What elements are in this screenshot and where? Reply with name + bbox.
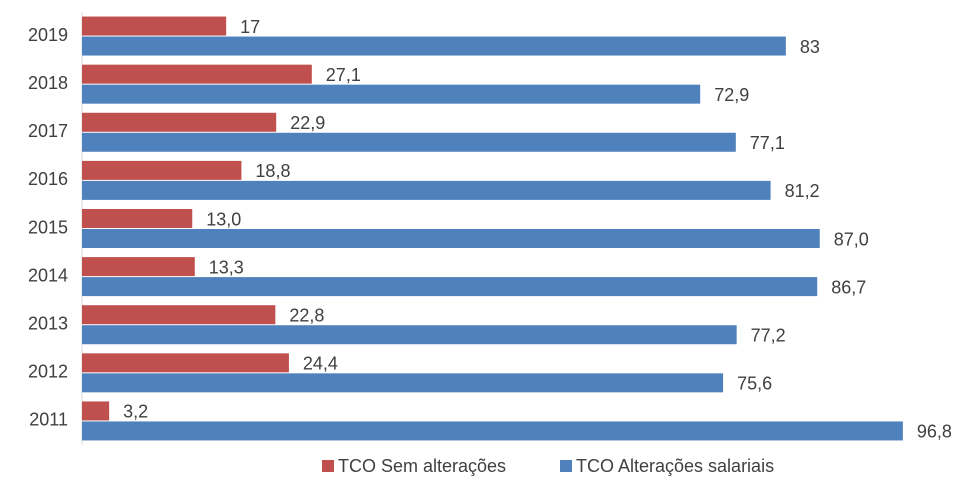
- bar: [82, 257, 195, 277]
- value-label: 83: [800, 37, 820, 57]
- bar: [82, 401, 110, 421]
- y-tick-label: 2012: [28, 362, 68, 382]
- bar: [82, 180, 771, 200]
- legend-swatch: [560, 460, 572, 472]
- value-label: 27,1: [326, 65, 361, 85]
- y-tick-label: 2018: [28, 73, 68, 93]
- y-tick-label: 2015: [28, 217, 68, 237]
- y-tick-label: 2017: [28, 121, 68, 141]
- bar: [82, 209, 193, 228]
- bar: [82, 373, 724, 393]
- value-label: 13,0: [206, 209, 241, 229]
- bar: [82, 325, 737, 345]
- bar: [82, 36, 786, 56]
- value-label: 77,2: [751, 325, 786, 345]
- y-tick-label: 2014: [28, 265, 68, 285]
- bar: [82, 112, 277, 132]
- bar: [82, 16, 227, 36]
- value-label: 81,2: [785, 181, 820, 201]
- value-label: 72,9: [714, 85, 749, 105]
- y-tick-label: 2016: [28, 169, 68, 189]
- value-label: 22,8: [289, 305, 324, 325]
- legend-label: TCO Alterações salariais: [576, 456, 774, 476]
- value-label: 86,7: [831, 277, 866, 297]
- bar: [82, 229, 820, 248]
- bar: [82, 421, 903, 441]
- value-label: 13,3: [209, 257, 244, 277]
- value-label: 87,0: [834, 229, 869, 249]
- bar: [82, 160, 242, 180]
- value-label: 22,9: [290, 113, 325, 133]
- bar: [82, 132, 736, 152]
- bar: [82, 353, 289, 373]
- value-label: 18,8: [255, 161, 290, 181]
- bar: [82, 64, 312, 84]
- value-label: 3,2: [123, 402, 148, 422]
- value-label: 24,4: [303, 354, 338, 374]
- y-tick-label: 2011: [29, 410, 68, 430]
- legend-swatch: [322, 460, 334, 472]
- bar: [82, 305, 276, 325]
- y-tick-label: 2013: [28, 313, 68, 333]
- legend-label: TCO Sem alterações: [338, 456, 506, 476]
- bar: [82, 84, 701, 104]
- y-tick-label: 2019: [28, 25, 68, 45]
- value-label: 75,6: [737, 374, 772, 394]
- bar: [82, 277, 818, 297]
- value-label: 17: [240, 17, 260, 37]
- value-label: 77,1: [750, 133, 785, 153]
- value-label: 96,8: [917, 422, 952, 442]
